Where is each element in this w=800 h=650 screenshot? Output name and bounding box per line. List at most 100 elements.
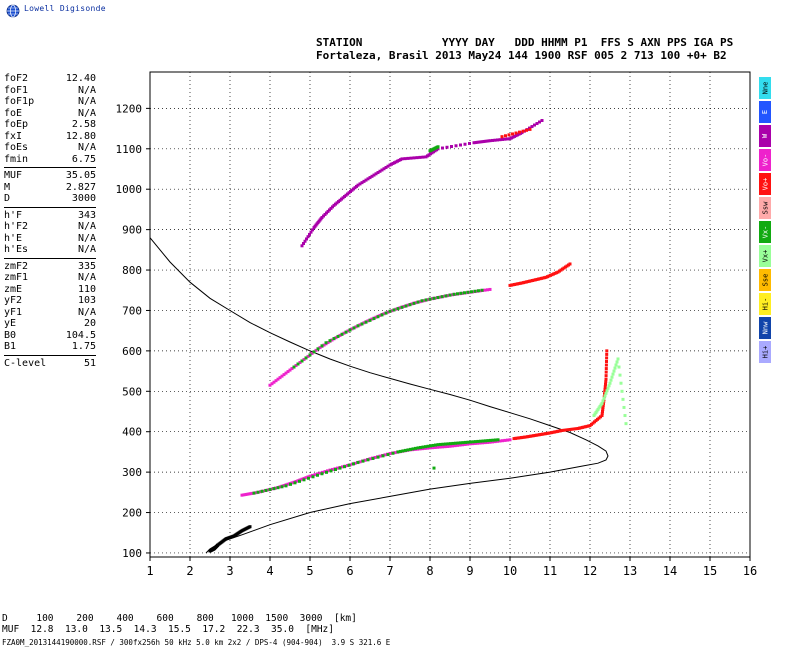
echo-point <box>597 406 601 410</box>
param-row: B1 1.75 <box>4 341 96 353</box>
param-row: foF1p N/A <box>4 96 96 108</box>
echo-point <box>603 387 607 391</box>
echo-point <box>601 403 605 407</box>
panel-divider <box>4 167 96 168</box>
distance-row: D 100 200 400 600 800 1000 1500 3000 [km… <box>2 613 357 624</box>
x-tick-label: 14 <box>663 564 677 578</box>
echo-point <box>392 308 396 312</box>
echo-point <box>601 399 605 403</box>
echo-point <box>338 466 342 470</box>
echo-point <box>290 367 294 371</box>
echo-point <box>459 143 462 147</box>
echo-point <box>600 412 604 416</box>
echo-point <box>406 303 410 307</box>
echo-point <box>329 206 333 210</box>
param-row: zmE 110 <box>4 284 96 296</box>
echo-point <box>431 446 434 450</box>
echo-point <box>481 441 484 445</box>
param-value: 51 <box>83 357 96 369</box>
echo-point <box>326 341 330 345</box>
x-tick-label: 5 <box>306 564 313 578</box>
echo-point <box>493 138 497 142</box>
echo-point <box>352 326 356 330</box>
echo-point <box>386 310 390 314</box>
echo-point <box>603 390 607 394</box>
echo-point <box>401 449 405 453</box>
echo-point <box>491 138 494 142</box>
param-value: N/A <box>77 244 96 255</box>
y-tick-label: 900 <box>122 224 142 237</box>
echo-point <box>309 230 313 234</box>
echo-point <box>246 492 250 496</box>
echo-point <box>473 441 477 445</box>
param-value: N/A <box>77 84 96 96</box>
echo-point <box>398 306 402 310</box>
echo-point <box>300 359 304 363</box>
echo-point <box>621 397 625 401</box>
x-tick-label: 11 <box>543 564 557 578</box>
echo-point <box>406 448 410 452</box>
echo-point <box>289 482 292 486</box>
echo-point <box>432 296 436 300</box>
echo-point <box>270 382 274 386</box>
y-tick-label: 1000 <box>116 183 143 196</box>
y-tick-label: 400 <box>122 426 142 439</box>
echo-point <box>406 156 410 160</box>
echo-point <box>610 375 614 379</box>
legend-band: Vo- <box>759 149 771 171</box>
echo-point <box>488 139 492 143</box>
echo-point <box>278 376 282 380</box>
echo-point <box>484 439 487 443</box>
muf-value: 22.3 <box>236 624 260 635</box>
echo-point <box>354 325 358 329</box>
echo-point <box>305 237 308 241</box>
legend-band-label: Vx- <box>761 225 769 239</box>
y-tick-label: 500 <box>122 385 142 398</box>
echo-point <box>493 440 497 444</box>
echo-point <box>602 396 606 400</box>
echo-point <box>382 312 386 316</box>
echo-point <box>383 453 387 457</box>
echo-point <box>322 343 326 347</box>
echo-point <box>316 347 320 351</box>
echo-point <box>364 178 368 182</box>
param-value: 20 <box>83 318 96 329</box>
profile-curve <box>149 237 609 554</box>
echo-point <box>533 123 536 127</box>
echo-point <box>421 445 425 449</box>
echo-point <box>452 292 456 296</box>
echo-point <box>604 374 608 378</box>
echo-point <box>454 441 457 445</box>
echo-point <box>476 439 480 443</box>
x-tick-label: 10 <box>503 564 517 578</box>
echo-point <box>468 141 471 145</box>
param-label: foEs <box>4 142 29 153</box>
echo-point <box>252 491 256 495</box>
echo-point <box>371 456 375 460</box>
echo-point <box>350 327 354 331</box>
echo-point <box>280 485 284 489</box>
echo-point <box>320 344 324 348</box>
legend-band: Vx- <box>759 221 771 243</box>
echo-point <box>605 356 609 360</box>
param-value: 3000 <box>71 193 96 204</box>
y-tick-label: 1100 <box>116 143 143 156</box>
echo-point <box>336 466 339 470</box>
header-line2: Fortaleza, Brasil 2013 May24 144 1900 RS… <box>316 49 727 62</box>
echo-point <box>606 386 610 390</box>
echo-point <box>560 428 564 432</box>
echo-point <box>600 401 604 405</box>
echo-point <box>488 287 492 291</box>
echo-point <box>605 389 609 393</box>
muf-value: 13.5 <box>99 624 123 635</box>
param-label: D <box>4 193 11 204</box>
echo-point <box>361 459 365 463</box>
echo-point <box>276 377 280 381</box>
param-value: 104.5 <box>65 329 96 341</box>
echo-point <box>310 351 314 355</box>
echo-point <box>306 235 310 239</box>
echo-point <box>617 365 621 369</box>
echo-point <box>451 444 454 448</box>
param-row: foEp 2.58 <box>4 119 96 131</box>
